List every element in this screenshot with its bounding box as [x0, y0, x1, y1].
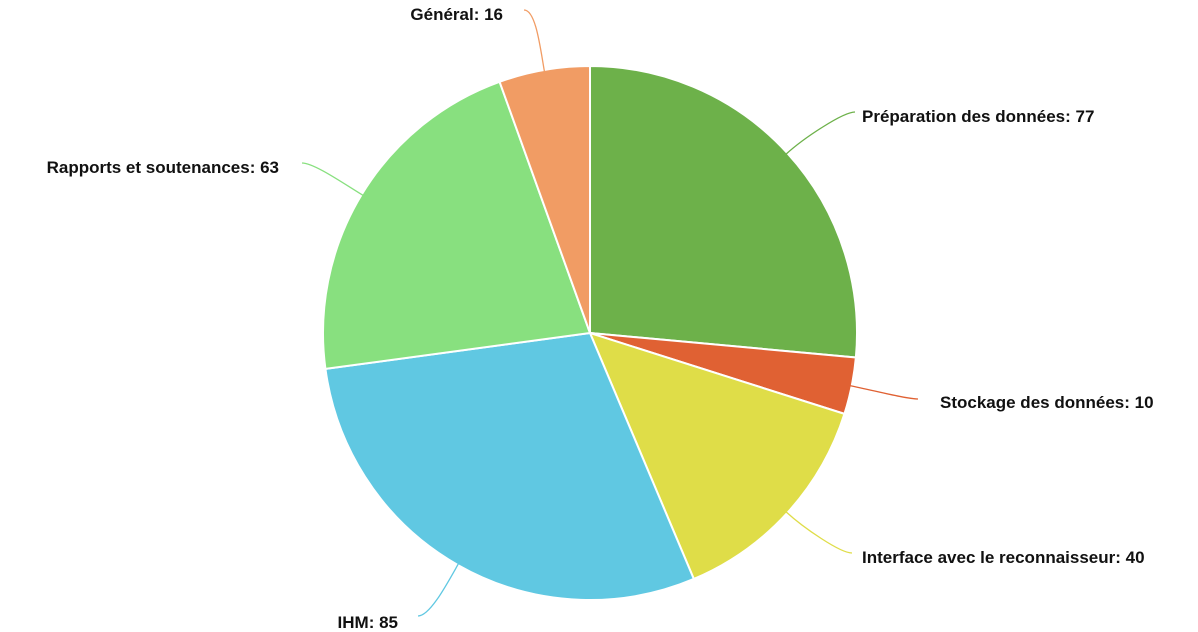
- label-preparation-des-donnees: Préparation des données: 77: [862, 107, 1094, 126]
- leader-line-preparation-des-donnees: [785, 111, 856, 155]
- leader-line-ihm: [417, 562, 460, 617]
- leader-line-rapports-et-soutenances: [301, 162, 364, 197]
- data-labels: Préparation des données: 77 Stockage des…: [47, 5, 1154, 632]
- label-rapports-et-soutenances: Rapports et soutenances: 63: [47, 158, 279, 177]
- leader-line-interface-avec-le-reconnaisseur: [785, 511, 853, 554]
- pie-slice-preparation-des-donnees: [589, 65, 858, 359]
- leader-lines: [301, 9, 919, 617]
- label-ihm: IHM: 85: [338, 613, 398, 632]
- pie-slices: [322, 65, 858, 601]
- leader-line-stockage-des-donnees: [849, 384, 919, 400]
- label-general: Général: 16: [410, 5, 503, 24]
- label-stockage-des-donnees: Stockage des données: 10: [940, 393, 1154, 412]
- leader-line-general: [523, 9, 546, 73]
- label-interface-avec-le-reconnaisseur: Interface avec le reconnaisseur: 40: [862, 548, 1145, 567]
